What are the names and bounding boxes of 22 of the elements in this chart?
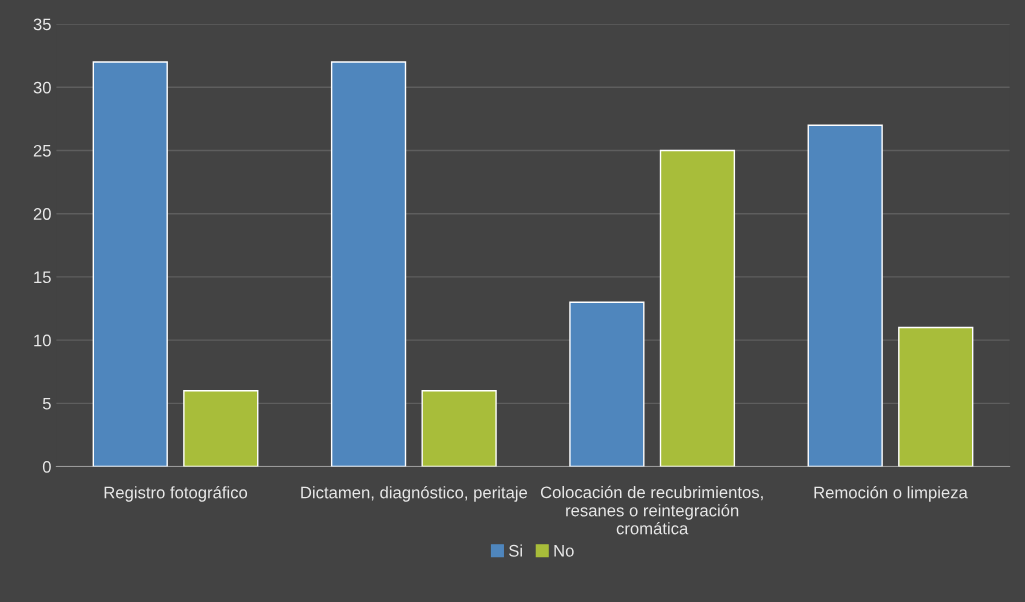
x-tick-label: Remoción o limpieza — [814, 485, 968, 502]
bar — [92, 61, 168, 467]
bar — [330, 61, 407, 467]
bar — [659, 149, 736, 467]
y-tick-label: 30 — [33, 81, 51, 94]
y-tick-label: 35 — [33, 18, 51, 31]
y-tick-label: 25 — [33, 144, 51, 157]
y-tick-label: 5 — [42, 397, 51, 410]
legend-label: No — [554, 545, 574, 557]
bar — [183, 390, 259, 467]
x-tick-label: Dictamen, diagnóstico, peritaje — [301, 485, 528, 502]
bar — [421, 390, 497, 467]
y-tick-label: 10 — [34, 334, 51, 347]
x-tick-label: Colocación de recubrimientos, resanes o reintegración cromática — [540, 485, 763, 535]
y-tick-label: 15 — [34, 271, 51, 284]
x-tick-label: Registro fotográfico — [104, 485, 248, 502]
bar — [898, 326, 974, 467]
y-tick-label: 0 — [42, 460, 51, 473]
y-tick-label: 20 — [33, 208, 51, 220]
legend-label: Si — [509, 544, 522, 557]
bar — [569, 301, 645, 467]
bar — [807, 124, 883, 467]
